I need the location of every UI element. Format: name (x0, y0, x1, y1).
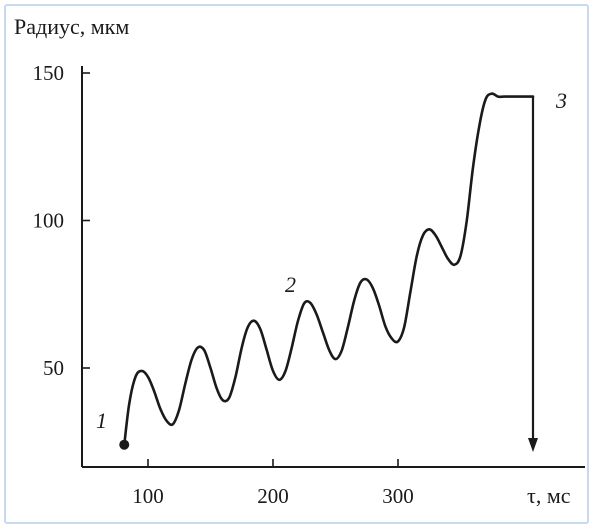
annotation-1: 1 (96, 408, 107, 433)
chart-frame (4, 4, 589, 524)
x-tick-label-200: 200 (257, 484, 289, 508)
x-tick-label-300: 300 (382, 484, 414, 508)
y-tick-label-100: 100 (33, 209, 65, 233)
annotation-3: 3 (555, 88, 567, 113)
y-tick-label-50: 50 (43, 356, 64, 380)
y-tick-label-150: 150 (33, 61, 65, 85)
drop-arrow-head (528, 438, 538, 452)
annotation-2: 2 (285, 272, 296, 297)
y-axis-label: Радиус, мкм (14, 14, 129, 39)
x-axis-label: τ, мс (527, 483, 571, 508)
start-point-marker (119, 439, 130, 450)
x-tick-label-100: 100 (132, 484, 164, 508)
radius-curve (123, 92, 535, 446)
